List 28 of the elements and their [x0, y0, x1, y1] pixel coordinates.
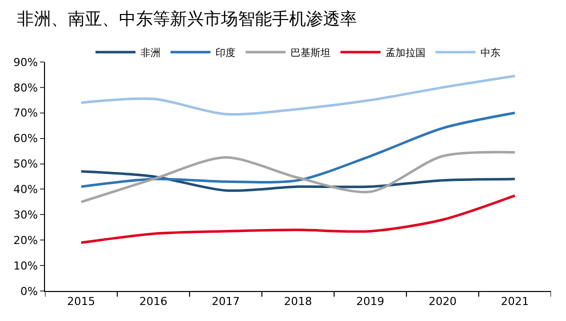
line-series [80, 170, 516, 192]
x-tick-label: 2016 [139, 295, 168, 308]
y-tick-label: 20% [13, 234, 38, 247]
legend-label: 印度 [216, 46, 236, 59]
x-tick-label: 2021 [500, 295, 529, 308]
legend-label: 巴基斯坦 [290, 46, 330, 59]
y-tick-label: 10% [13, 259, 38, 272]
line-series [80, 150, 516, 204]
line-series [80, 112, 516, 188]
line-series [80, 194, 516, 244]
y-tick-label: 90% [13, 56, 38, 69]
y-tick-label: 40% [13, 183, 38, 196]
x-tick-label: 2019 [356, 295, 384, 308]
chart-title: 非洲、南亚、中东等新兴市场智能手机渗透率 [16, 10, 357, 30]
y-tick-label: 0% [20, 284, 38, 298]
legend-label: 非洲 [140, 46, 160, 59]
x-tick-label: 2015 [67, 295, 96, 308]
y-tick-label: 60% [13, 132, 38, 146]
y-tick-label: 70% [13, 106, 38, 120]
y-tick-label: 50% [13, 158, 38, 171]
line-series [80, 74, 516, 116]
x-tick-label: 2017 [212, 295, 240, 308]
y-tick-label: 80% [13, 81, 38, 94]
legend-label: 孟加拉国 [386, 46, 426, 59]
x-tick-label: 2018 [284, 295, 312, 308]
y-tick-label: 30% [13, 208, 38, 222]
x-tick-label: 2020 [428, 295, 457, 308]
legend-label: 中东 [480, 46, 500, 59]
